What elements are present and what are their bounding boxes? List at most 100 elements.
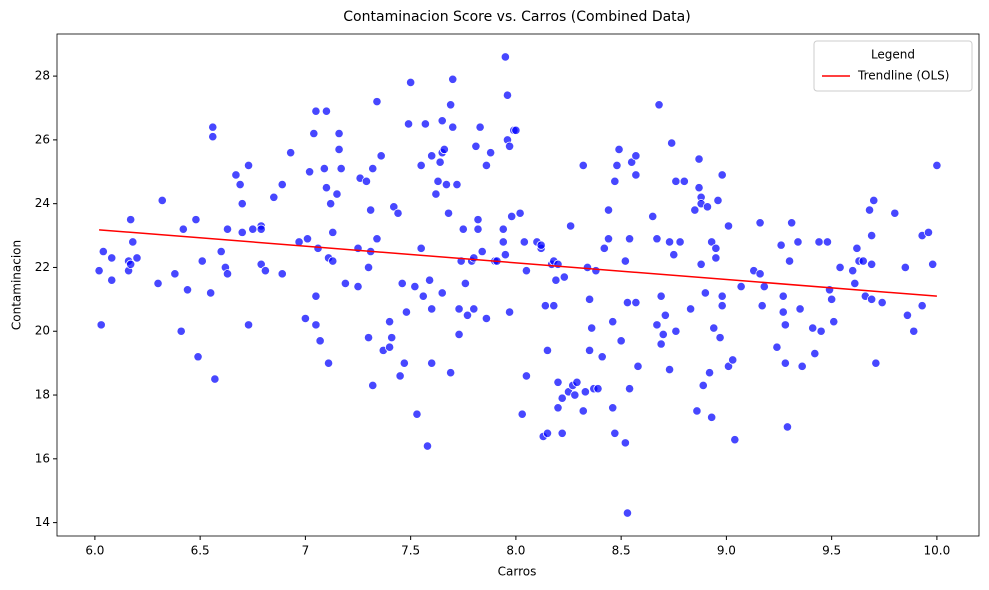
point [96, 320, 106, 330]
point [437, 116, 447, 126]
point [652, 234, 662, 244]
point [208, 132, 218, 142]
point [243, 320, 254, 330]
point [323, 358, 334, 368]
point [182, 285, 193, 295]
point [353, 281, 363, 292]
point [553, 377, 563, 387]
point [197, 256, 207, 266]
point [170, 269, 180, 279]
point [778, 291, 788, 301]
point [363, 262, 374, 273]
point [728, 355, 738, 365]
point [498, 237, 508, 247]
point [707, 412, 717, 422]
point [416, 160, 426, 171]
point [517, 409, 527, 419]
point [597, 352, 607, 362]
point [403, 119, 414, 129]
point [690, 205, 700, 215]
point [686, 304, 696, 314]
point [519, 237, 529, 247]
point [797, 361, 807, 371]
point [557, 393, 567, 403]
point [191, 215, 201, 225]
point [584, 345, 595, 355]
point [867, 259, 877, 269]
point [504, 307, 515, 317]
point [300, 313, 310, 324]
point [616, 336, 626, 346]
point [631, 297, 641, 308]
point [578, 160, 588, 171]
point [549, 301, 559, 311]
point [736, 281, 746, 292]
y-tick-label: 22 [35, 260, 50, 274]
point [584, 294, 595, 304]
point [780, 358, 790, 368]
point [852, 243, 862, 253]
point [328, 227, 338, 237]
point [671, 176, 681, 186]
point [515, 208, 525, 218]
point [376, 151, 386, 161]
point [900, 262, 910, 273]
point [208, 122, 218, 132]
point [368, 163, 378, 174]
point [486, 148, 496, 158]
point [481, 160, 492, 171]
point [624, 234, 635, 244]
point [810, 348, 820, 359]
point [923, 227, 934, 237]
point [248, 224, 258, 234]
point [469, 304, 479, 314]
point [551, 275, 561, 285]
point [679, 176, 689, 186]
point [334, 128, 344, 139]
point [469, 253, 479, 263]
point [654, 100, 664, 110]
x-axis-label: Carros [498, 565, 537, 579]
point [387, 333, 397, 343]
point [793, 237, 803, 247]
point [319, 163, 329, 174]
point [340, 278, 350, 289]
x-tick-label: 8.5 [612, 544, 631, 558]
point [816, 326, 826, 336]
point [448, 74, 458, 84]
point [132, 253, 142, 263]
point [384, 317, 395, 327]
point [622, 508, 633, 518]
x-tick-label: 6.5 [191, 544, 210, 558]
point [126, 259, 136, 269]
point [153, 278, 163, 289]
point [504, 141, 515, 151]
point [410, 281, 420, 292]
point [305, 167, 315, 177]
point [702, 202, 713, 212]
point [631, 170, 641, 180]
point [869, 195, 879, 206]
point [507, 211, 517, 222]
point [178, 224, 188, 234]
point [420, 119, 430, 129]
point [902, 310, 913, 320]
point [553, 259, 563, 269]
point [827, 294, 837, 304]
point [928, 259, 938, 269]
point [782, 422, 793, 432]
point [580, 387, 590, 397]
point [471, 141, 481, 151]
point [368, 380, 378, 391]
point [723, 221, 734, 231]
point [593, 384, 603, 394]
point [460, 278, 470, 289]
point [877, 297, 887, 308]
point [372, 97, 382, 107]
point [622, 297, 633, 308]
point [437, 288, 447, 298]
chart-title: Contaminacion Score vs. Carros (Combined… [343, 9, 690, 25]
point [578, 406, 588, 416]
point [557, 428, 567, 438]
